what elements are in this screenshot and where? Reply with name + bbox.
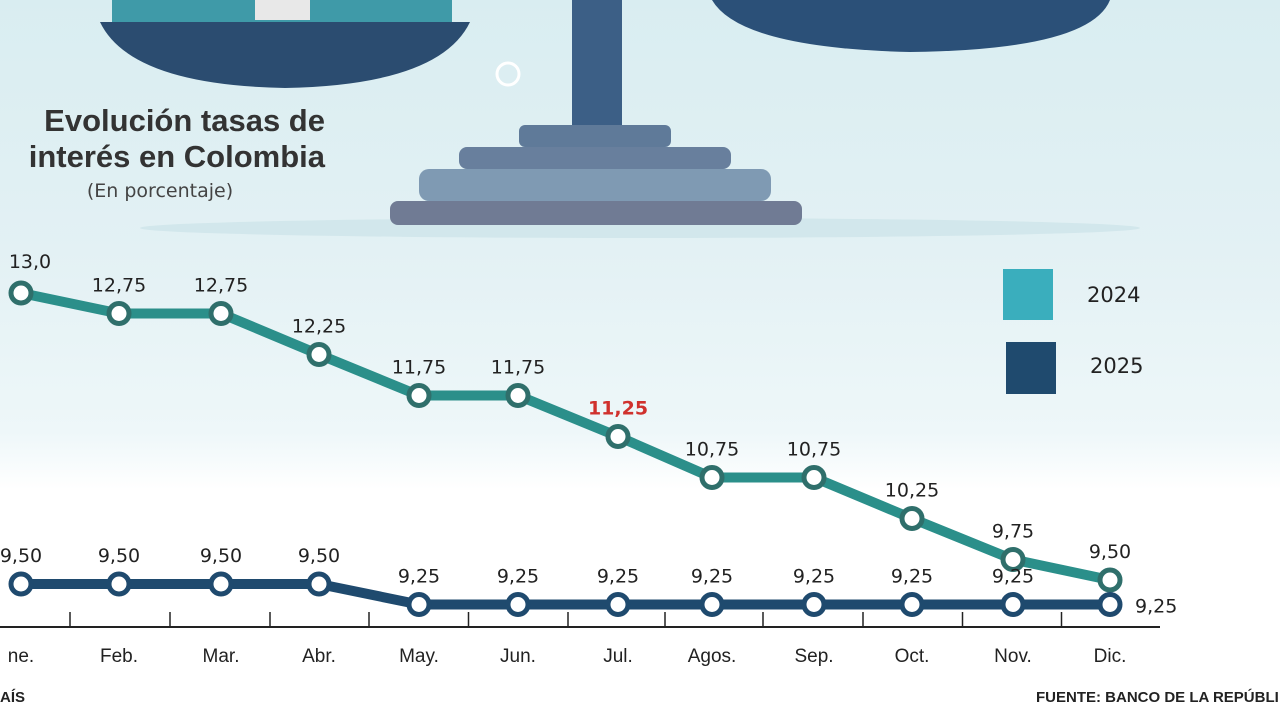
- x-tick-label: Jun.: [500, 646, 536, 667]
- data-label-2025: 9,25: [497, 566, 539, 588]
- legend-swatch-2024: [1003, 269, 1053, 320]
- data-point-2025: [1097, 592, 1123, 617]
- data-label-2024: 13,0: [9, 251, 51, 273]
- data-point-2024: [406, 383, 432, 408]
- x-tick-label: Agos.: [688, 646, 737, 667]
- data-label-2024: 11,75: [491, 357, 545, 379]
- data-label-2025: 9,25: [1135, 596, 1177, 618]
- data-label-2024: 10,75: [685, 439, 739, 461]
- data-point-2025: [605, 592, 631, 617]
- data-label-2025: 9,50: [200, 545, 242, 567]
- data-point-2025: [106, 571, 132, 597]
- data-label-2025: 9,50: [98, 545, 140, 567]
- legend-label-2025: 2025: [1090, 354, 1144, 378]
- data-point-2024: [306, 342, 332, 367]
- data-point-2025: [208, 571, 234, 597]
- x-tick-label: Sep.: [794, 646, 833, 667]
- data-label-2025: 9,25: [891, 566, 933, 588]
- data-point-2024: [208, 301, 234, 326]
- data-point-2025: [8, 571, 34, 597]
- series-line-2024: [19, 288, 1112, 585]
- data-point-2025: [899, 592, 925, 617]
- data-point-2025: [1000, 592, 1026, 617]
- x-tick-label: Dic.: [1094, 646, 1127, 667]
- x-tick-label: Mar.: [203, 646, 240, 667]
- legend-swatch-2025: [1006, 342, 1056, 394]
- data-label-2024: 10,75: [787, 439, 841, 461]
- data-point-2024: [899, 506, 925, 531]
- data-point-2024: [1000, 547, 1026, 572]
- data-label-2024: 9,75: [992, 521, 1034, 543]
- x-tick-label: ne.: [8, 646, 34, 667]
- data-label-2024: 11,75: [392, 357, 446, 379]
- legend-label-2024: 2024: [1087, 283, 1141, 307]
- data-point-2025: [306, 571, 332, 597]
- scale-illustration: [100, 0, 1140, 238]
- x-tick-label: May.: [399, 646, 439, 667]
- data-label-2024: 12,75: [92, 275, 146, 297]
- data-label-2024: 9,50: [1089, 541, 1131, 563]
- x-tick-label: Feb.: [100, 646, 138, 667]
- data-point-2025: [699, 592, 725, 617]
- data-point-2025: [406, 592, 432, 617]
- chart-subtitle: (En porcentaje): [86, 180, 234, 202]
- data-point-2025: [505, 592, 531, 617]
- footer-source: FUENTE: BANCO DE LA REPÚBLI: [1036, 689, 1279, 706]
- data-label-2024: 12,25: [292, 316, 346, 338]
- series-line-2025: [21, 579, 1110, 610]
- data-label-2025: 9,25: [398, 566, 440, 588]
- data-point-2025: [801, 592, 827, 617]
- data-point-2024: [801, 465, 827, 490]
- data-point-2024: [699, 465, 725, 490]
- x-tick-label: Jul.: [603, 646, 633, 667]
- data-label-2025: 9,50: [298, 545, 340, 567]
- data-point-2024: [8, 280, 34, 306]
- data-label-2024: 10,25: [885, 480, 939, 502]
- data-label-2025: 9,25: [597, 566, 639, 588]
- data-point-2024: [605, 424, 631, 449]
- footer-credit: AÍS: [0, 689, 26, 706]
- data-point-2024: [505, 383, 531, 408]
- data-label-2024: 11,25: [588, 398, 648, 420]
- data-point-2024: [1097, 567, 1123, 593]
- chart-title-line-2: interés en Colombia: [28, 139, 325, 174]
- data-label-2025: 9,25: [992, 566, 1034, 588]
- data-label-2025: 9,50: [0, 545, 42, 567]
- data-label-2025: 9,25: [691, 566, 733, 588]
- x-tick-label: Abr.: [302, 646, 336, 667]
- x-tick-label: Oct.: [895, 646, 930, 667]
- data-point-2024: [106, 301, 132, 326]
- x-tick-label: Nov.: [994, 646, 1032, 667]
- data-label-2024: 12,75: [194, 275, 248, 297]
- data-label-2025: 9,25: [793, 566, 835, 588]
- chart-title-line-1: Evolución tasas de: [44, 103, 325, 138]
